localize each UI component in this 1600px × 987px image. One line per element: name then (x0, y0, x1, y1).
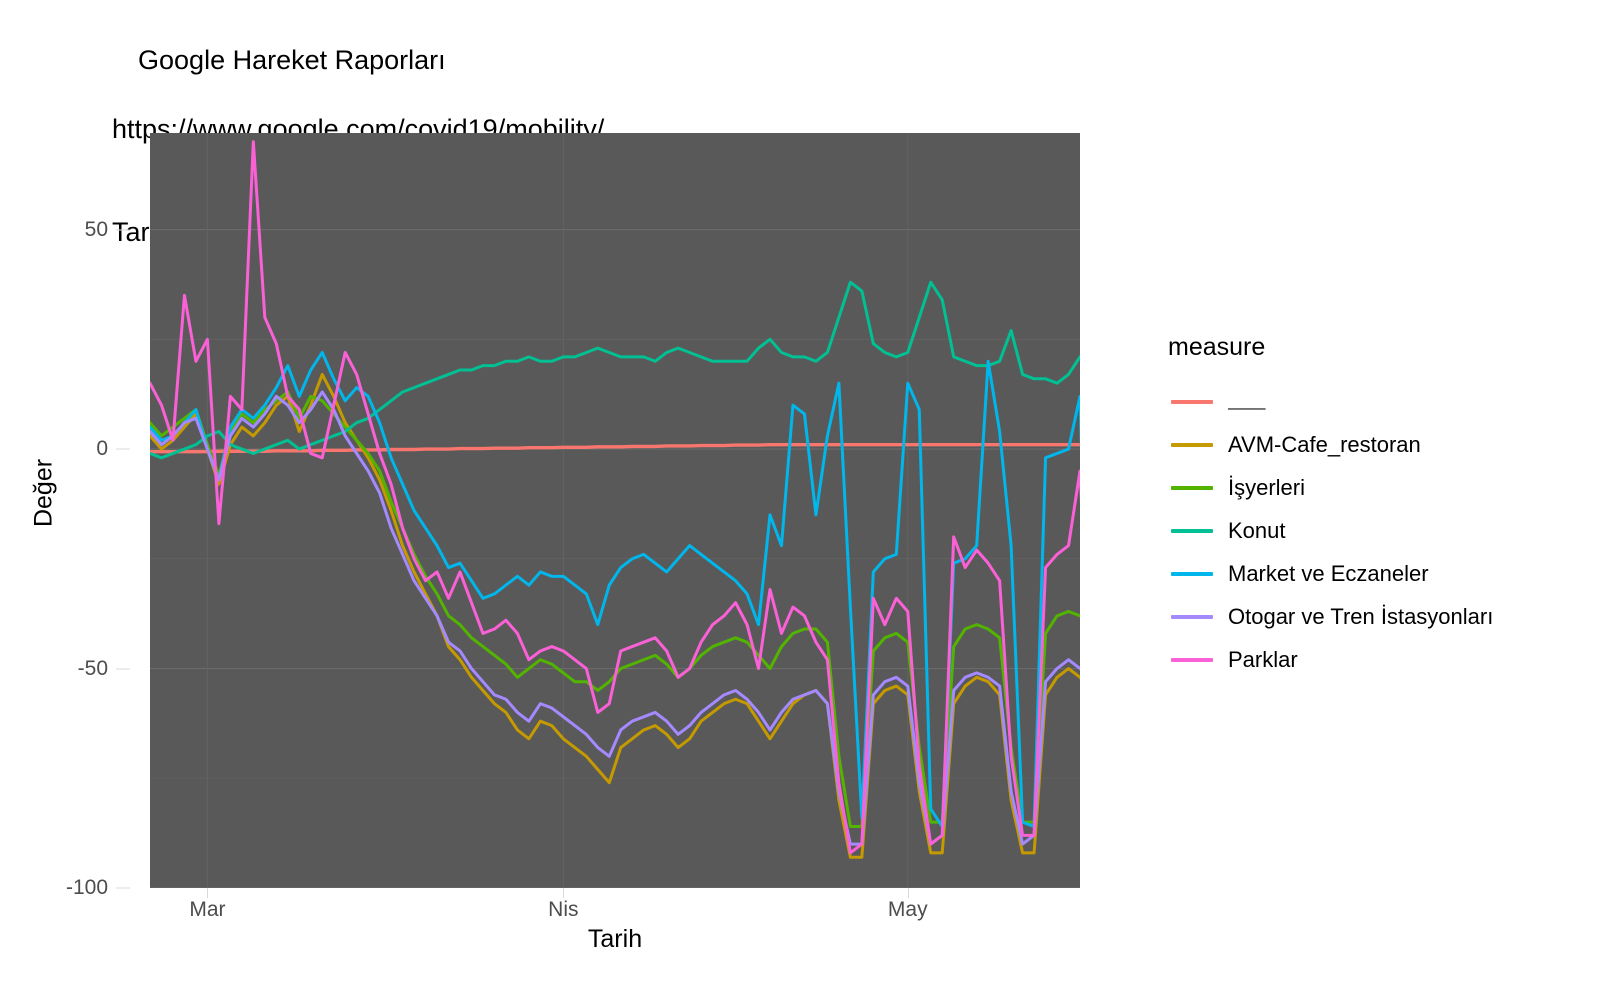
legend-item-label: Market ve Eczaneler (1228, 560, 1429, 586)
series-line (150, 140, 1080, 855)
legend-color-swatch-icon (1168, 595, 1216, 638)
y-axis-tick-label: -100 (65, 876, 108, 899)
legend-item-label: Otogar ve Tren İstasyonları (1228, 603, 1494, 629)
y-axis-tick-label: 0 (96, 437, 108, 461)
x-axis-tick-label: Mar (189, 898, 226, 921)
legend-item[interactable]: AVM-Cafe_restoran (1168, 423, 1568, 466)
legend-color-swatch-icon (1168, 552, 1216, 595)
plot-lines (150, 133, 1080, 888)
legend-color-swatch-icon (1168, 380, 1216, 423)
x-axis-tick-label: May (887, 898, 928, 921)
series-line (150, 390, 1080, 829)
x-axis-tick-mark (207, 888, 209, 898)
legend: measure ___ AVM-Cafe_restoran İşyerleri Kon… (1168, 333, 1568, 681)
series-line (150, 390, 1080, 846)
legend-item[interactable]: İşyerleri (1168, 466, 1568, 509)
legend-item[interactable]: Konut (1168, 509, 1568, 552)
legend-item[interactable]: Parklar (1168, 638, 1568, 681)
y-axis-title: Değer (29, 458, 58, 528)
legend-item-label: AVM-Cafe_restoran (1228, 431, 1421, 457)
y-axis-tick-mark (116, 229, 130, 231)
y-axis: 50 0 -50 -100 (0, 0, 150, 987)
legend-color-swatch-icon (1168, 466, 1216, 509)
y-axis-tick-label: 50 (84, 217, 108, 241)
x-axis-title: Tarih (587, 925, 643, 953)
y-axis-tick-mark (116, 448, 130, 450)
legend-item[interactable]: ___ (1168, 380, 1568, 423)
legend-title: measure (1168, 333, 1266, 361)
series-line (150, 280, 1080, 460)
x-axis-tick-mark (907, 888, 909, 898)
legend-item-label: ___ (1228, 389, 1266, 414)
x-axis-tick-label: Nis (548, 898, 579, 921)
title-line-1: Google Hareket Raporları (138, 44, 446, 75)
y-axis-tick-label: -50 (77, 656, 108, 680)
y-axis-tick-mark (116, 668, 130, 670)
series-line (150, 442, 1080, 454)
legend-item[interactable]: Market ve Eczaneler (1168, 552, 1568, 595)
legend-item-label: Konut (1228, 517, 1286, 543)
x-axis-tick-mark (563, 888, 565, 898)
legend-color-swatch-icon (1168, 423, 1216, 466)
legend-items: ___ AVM-Cafe_restoran İşyerleri Konut Market… (1168, 380, 1568, 681)
plot-panel (150, 133, 1080, 888)
series-line (150, 350, 1080, 829)
legend-color-swatch-icon (1168, 509, 1216, 552)
legend-item[interactable]: Otogar ve Tren İstasyonları (1168, 595, 1568, 638)
legend-item-label: Parklar (1228, 646, 1298, 672)
legend-color-swatch-icon (1168, 638, 1216, 681)
y-axis-tick-mark (116, 887, 130, 889)
legend-item-label: İşyerleri (1228, 474, 1306, 500)
